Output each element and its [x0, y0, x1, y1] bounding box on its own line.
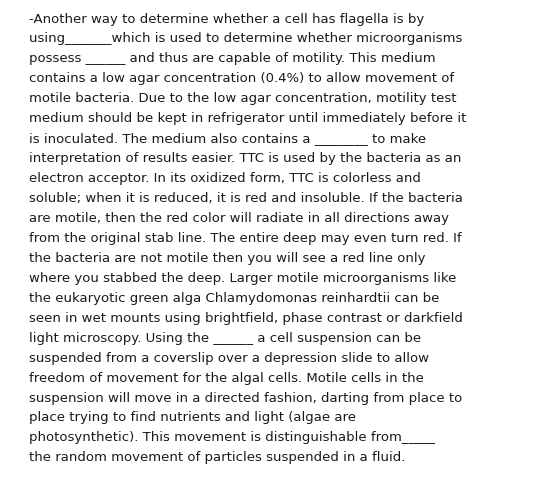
Text: contains a low agar concentration (0.4%) to allow movement of: contains a low agar concentration (0.4%)… [29, 72, 455, 86]
Text: suspension will move in a directed fashion, darting from place to: suspension will move in a directed fashi… [29, 392, 463, 404]
Text: motile bacteria. Due to the low agar concentration, motility test: motile bacteria. Due to the low agar con… [29, 92, 457, 106]
Text: interpretation of results easier. TTC is used by the bacteria as an: interpretation of results easier. TTC is… [29, 152, 462, 165]
Text: electron acceptor. In its oxidized form, TTC is colorless and: electron acceptor. In its oxidized form,… [29, 172, 421, 185]
Text: possess ______ and thus are capable of motility. This medium: possess ______ and thus are capable of m… [29, 52, 436, 66]
Text: where you stabbed the deep. Larger motile microorganisms like: where you stabbed the deep. Larger motil… [29, 272, 457, 285]
Text: soluble; when it is reduced, it is red and insoluble. If the bacteria: soluble; when it is reduced, it is red a… [29, 192, 463, 205]
Text: place trying to find nutrients and light (algae are: place trying to find nutrients and light… [29, 412, 357, 424]
Text: using_______which is used to determine whether microorganisms: using_______which is used to determine w… [29, 32, 463, 46]
Text: from the original stab line. The entire deep may even turn red. If: from the original stab line. The entire … [29, 232, 462, 245]
Text: is inoculated. The medium also contains a ________ to make: is inoculated. The medium also contains … [29, 132, 426, 145]
Text: photosynthetic). This movement is distinguishable from_____: photosynthetic). This movement is distin… [29, 432, 435, 444]
Text: -Another way to determine whether a cell has flagella is by: -Another way to determine whether a cell… [29, 12, 425, 26]
Text: medium should be kept in refrigerator until immediately before it: medium should be kept in refrigerator un… [29, 112, 467, 125]
Text: seen in wet mounts using brightfield, phase contrast or darkfield: seen in wet mounts using brightfield, ph… [29, 312, 463, 325]
Text: the eukaryotic green alga Chlamydomonas reinhardtii can be: the eukaryotic green alga Chlamydomonas … [29, 292, 440, 305]
Text: are motile, then the red color will radiate in all directions away: are motile, then the red color will radi… [29, 212, 449, 225]
Text: suspended from a coverslip over a depression slide to allow: suspended from a coverslip over a depres… [29, 352, 429, 364]
Text: the bacteria are not motile then you will see a red line only: the bacteria are not motile then you wil… [29, 252, 426, 265]
Text: freedom of movement for the algal cells. Motile cells in the: freedom of movement for the algal cells.… [29, 372, 424, 384]
Text: light microscopy. Using the ______ a cell suspension can be: light microscopy. Using the ______ a cel… [29, 332, 422, 344]
Text: the random movement of particles suspended in a fluid.: the random movement of particles suspend… [29, 452, 406, 464]
